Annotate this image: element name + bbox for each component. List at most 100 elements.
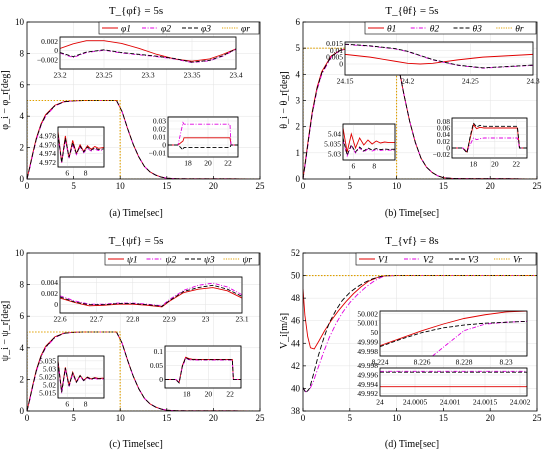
panel-b-caption: (b) Time[sec] bbox=[385, 208, 439, 219]
inset-x-tick-label: 20 bbox=[204, 159, 212, 168]
legend-label-φ2: φ2 bbox=[161, 25, 171, 35]
inset-series-line bbox=[58, 133, 104, 163]
y-tick-label: 2 bbox=[296, 122, 301, 132]
inset-x-tick-label: 22.7 bbox=[90, 315, 103, 324]
inset-series-group bbox=[380, 311, 527, 356]
panel-c-caption: (c) Time[sec] bbox=[109, 439, 163, 450]
y-tick-label: 46 bbox=[291, 316, 301, 326]
inset-y-tick-label: 5.025 bbox=[39, 373, 56, 382]
inset-series-line bbox=[380, 320, 527, 348]
x-tick-label: 15 bbox=[439, 181, 449, 191]
y-tick-label: 3 bbox=[296, 96, 301, 106]
x-tick-label: 10 bbox=[116, 413, 126, 423]
inset-series-line bbox=[165, 357, 241, 384]
inset-series-line bbox=[168, 144, 238, 151]
inset-y-tick-label: 50.001 bbox=[357, 319, 378, 328]
legend-label-ψr: ψr bbox=[243, 256, 253, 266]
series-line-θ3 bbox=[303, 47, 537, 179]
inset-y-tick-label: 49.996 bbox=[357, 371, 378, 380]
y-tick-label: 0 bbox=[296, 174, 301, 184]
inset-y-tick-label: 0.01 bbox=[153, 133, 166, 142]
x-tick-label: 0 bbox=[25, 181, 30, 191]
inset-series-line bbox=[60, 48, 236, 63]
inset-d-1: 8.224 8.226 8.228 8.2349.99849.9995050.0015… bbox=[357, 309, 528, 367]
y-tick-label: 50 bbox=[291, 271, 301, 281]
legend-label-V1: V1 bbox=[378, 256, 389, 266]
inset-frame bbox=[451, 117, 528, 159]
inset-series-line bbox=[60, 287, 242, 308]
inset-border bbox=[342, 123, 396, 161]
x-tick-label: 20 bbox=[486, 413, 496, 423]
chart-panel-d: 0 5 10 15 20 25 38 40 42 44 46 48 50 52 V1 V2 V3 Vr 8.224 8… bbox=[291, 248, 542, 423]
x-tick-label: 25 bbox=[256, 181, 266, 191]
inset-x-tick-label: 22.9 bbox=[163, 315, 176, 324]
inset-x-tick-label: 8 bbox=[84, 400, 88, 409]
inset-border bbox=[344, 41, 534, 76]
inset-x-tick-label: 8.23 bbox=[499, 358, 512, 367]
inset-y-tick-label: 0.03 bbox=[153, 117, 166, 126]
inset-y-tick-label: 0 bbox=[162, 141, 166, 150]
inset-y-tick-label: 4.978 bbox=[39, 131, 56, 140]
y-tick-label: 4 bbox=[296, 69, 301, 79]
y-tick-label: 4 bbox=[20, 111, 25, 121]
x-tick-label: 5 bbox=[348, 413, 353, 423]
legend-label-ψ1: ψ1 bbox=[127, 256, 138, 266]
inset-series-line bbox=[60, 284, 242, 307]
inset-y-tick-label: 49.999 bbox=[357, 337, 378, 346]
inset-x-tick-label: 24.2 bbox=[401, 77, 414, 86]
inset-series-line bbox=[452, 122, 527, 155]
inset-x-tick-label: 23.4 bbox=[229, 71, 242, 80]
inset-y-tick-label: 49.994 bbox=[357, 380, 378, 389]
inset-x-tick-label: 24.001 bbox=[440, 398, 461, 407]
inset-series-group bbox=[58, 360, 104, 394]
x-tick-label: 20 bbox=[486, 181, 496, 191]
inset-border bbox=[164, 345, 242, 389]
panel-d-caption: (d) Time[sec] bbox=[385, 439, 439, 450]
inset-series-group bbox=[58, 131, 104, 163]
panel-a-title: T_{φf} = 5s bbox=[109, 5, 163, 17]
x-tick-label: 10 bbox=[392, 413, 402, 423]
x-tick-label: 25 bbox=[533, 413, 543, 423]
x-tick-label: 0 bbox=[25, 413, 30, 423]
inset-y-tick-label: 5.015 bbox=[39, 389, 56, 398]
inset-y-tick-label: 0.05 bbox=[150, 361, 163, 370]
inset-c-3: 18 20 22 0 0.05 0.1 bbox=[150, 345, 242, 399]
y-tick-label: 5 bbox=[296, 43, 301, 53]
inset-x-tick-label: 23.1 bbox=[235, 315, 248, 324]
y-tick-label: 1 bbox=[296, 148, 301, 158]
inset-y-tick-label: 0.08 bbox=[437, 117, 450, 126]
inset-y-tick-label: −0.01 bbox=[149, 149, 167, 158]
inset-y-tick-label: 0.002 bbox=[41, 289, 58, 298]
inset-x-tick-label: 6 bbox=[65, 169, 69, 178]
legend-label-V3: V3 bbox=[468, 256, 479, 266]
y-tick-label: 0 bbox=[20, 406, 25, 416]
inset-y-tick-label: 0.06 bbox=[437, 124, 450, 133]
y-tick-label: 48 bbox=[291, 293, 301, 303]
panel-d-title: T_{vf} = 8s bbox=[385, 235, 438, 247]
inset-x-tick-label: 18 bbox=[470, 160, 478, 169]
inset-y-tick-label: 0.1 bbox=[154, 347, 164, 356]
inset-y-tick-label: 0.005 bbox=[326, 53, 343, 62]
inset-y-tick-label: 0.015 bbox=[326, 39, 343, 48]
inset-d-2: 24 24.0005 24.001 24.0015 24.002 49.99249.994… bbox=[357, 361, 530, 406]
inset-x-tick-label: 23.3 bbox=[141, 71, 154, 80]
x-tick-label: 5 bbox=[348, 181, 353, 191]
inset-x-tick-label: 24.0015 bbox=[473, 398, 498, 407]
inset-y-tick-label: 0 bbox=[446, 144, 450, 153]
x-tick-label: 10 bbox=[392, 181, 402, 191]
y-tick-label: 52 bbox=[291, 248, 300, 258]
inset-x-tick-label: 22.8 bbox=[126, 315, 139, 324]
inset-x-tick-label: 6 bbox=[65, 400, 69, 409]
inset-y-tick-label: 0.04 bbox=[437, 130, 450, 139]
inset-series-line bbox=[60, 40, 236, 62]
inset-y-tick-label: 5.035 bbox=[39, 356, 56, 365]
inset-border bbox=[57, 355, 105, 399]
inset-y-tick-label: 0.02 bbox=[153, 125, 166, 134]
legend-label-θr: θr bbox=[515, 25, 524, 35]
